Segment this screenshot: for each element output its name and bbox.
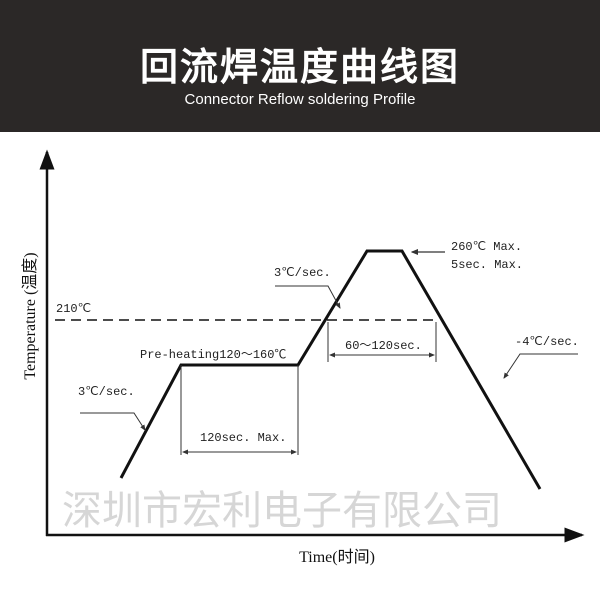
page-title: 回流焊温度曲线图 [139, 45, 460, 89]
temperature-profile-line [119, 249, 542, 490]
preheat-label: Pre-heating120～160℃ [140, 348, 286, 362]
page-subtitle: Connector Reflow soldering Profile [184, 91, 416, 108]
cooling-leader [503, 353, 578, 379]
peak-label-time: 5sec. Max. [451, 258, 523, 272]
reflow-duration-label: 60～120sec. [345, 339, 422, 353]
cooling-label: -4℃/sec. [515, 335, 579, 349]
reference-line-label: 210℃ [56, 302, 91, 316]
watermark: 深圳市宏利电子有限公司 [62, 488, 502, 534]
ramp1-leader [80, 412, 146, 431]
x-axis-label: Time(时间) [299, 548, 375, 566]
peak-label-temp: 260℃ Max. [451, 240, 522, 254]
preheat-duration-label: 120sec. Max. [200, 431, 286, 445]
header-banner: 回流焊温度曲线图 Connector Reflow soldering Prof… [0, 0, 600, 132]
ramp2-leader [275, 285, 341, 309]
ramp2-label: 3℃/sec. [274, 266, 331, 280]
y-axis-label: Temperature (温度) [21, 252, 39, 379]
ramp1-label: 3℃/sec. [78, 385, 135, 399]
